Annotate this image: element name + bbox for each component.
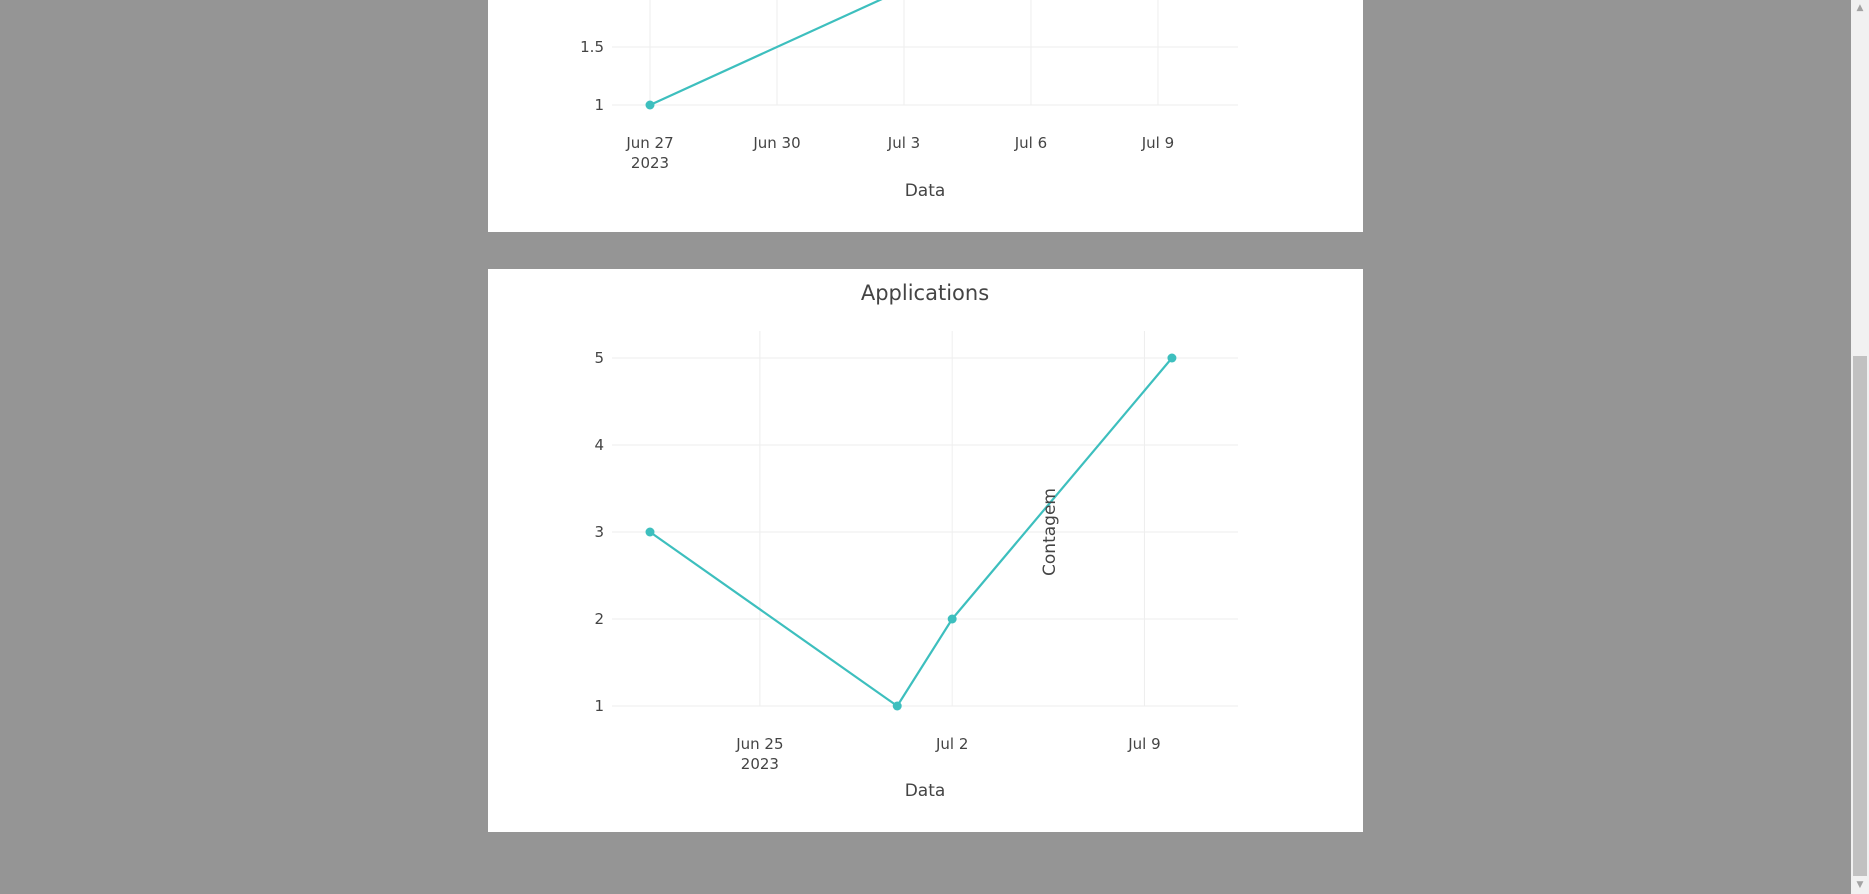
chart-title: Applications: [861, 281, 989, 305]
x-axis-label: Data: [905, 781, 946, 801]
y-tick-label: 1: [594, 697, 604, 715]
data-point[interactable]: [645, 527, 655, 537]
x-tick-year-label: 2023: [631, 154, 669, 172]
x-tick-label: Jul 3: [887, 134, 920, 152]
y-tick-label: 1.5: [580, 38, 604, 56]
top-x-axis-label: Data: [905, 181, 946, 201]
x-tick-label: Jul 9: [1141, 134, 1174, 152]
data-point[interactable]: [645, 100, 655, 110]
data-point[interactable]: [1167, 353, 1177, 363]
x-tick-year-label: 2023: [741, 755, 779, 773]
scroll-down-icon[interactable]: ▼: [1856, 880, 1864, 890]
chart-top-svg: 1 1.5 Jun 27 2023 Jun 30 Jul 3 Jul 6 Jul 9 Dat…: [580, 0, 1238, 201]
y-axis-label: Contagem: [1040, 488, 1060, 576]
y-tick-label: 2: [594, 610, 604, 628]
data-point[interactable]: [947, 614, 957, 624]
x-tick-label: Jul 6: [1014, 134, 1047, 152]
scroll-up-icon[interactable]: ▲: [1856, 3, 1864, 13]
y-tick-label: 3: [594, 523, 604, 541]
x-tick-label: Jun 30: [752, 134, 800, 152]
series-line: [649, 0, 883, 107]
data-point[interactable]: [892, 701, 902, 711]
y-tick-label: 5: [594, 349, 604, 367]
series-line: [649, 357, 1173, 708]
chart-card-top: 1 1.5 Jun 27 2023 Jun 30 Jul 3 Jul 6 Jul 9 Dat…: [488, 0, 1363, 232]
y-tick-label: 4: [594, 436, 604, 454]
x-tick-label: Jul 9: [1127, 735, 1160, 753]
scrollbar-thumb[interactable]: [1853, 356, 1867, 876]
x-tick-label: Jul 2: [935, 735, 968, 753]
page-scrollbar[interactable]: ▲ ▼: [1851, 0, 1869, 894]
x-tick-label: Jun 27: [625, 134, 673, 152]
x-tick-label: Jun 25: [735, 735, 783, 753]
y-tick-label: 1: [594, 96, 604, 114]
